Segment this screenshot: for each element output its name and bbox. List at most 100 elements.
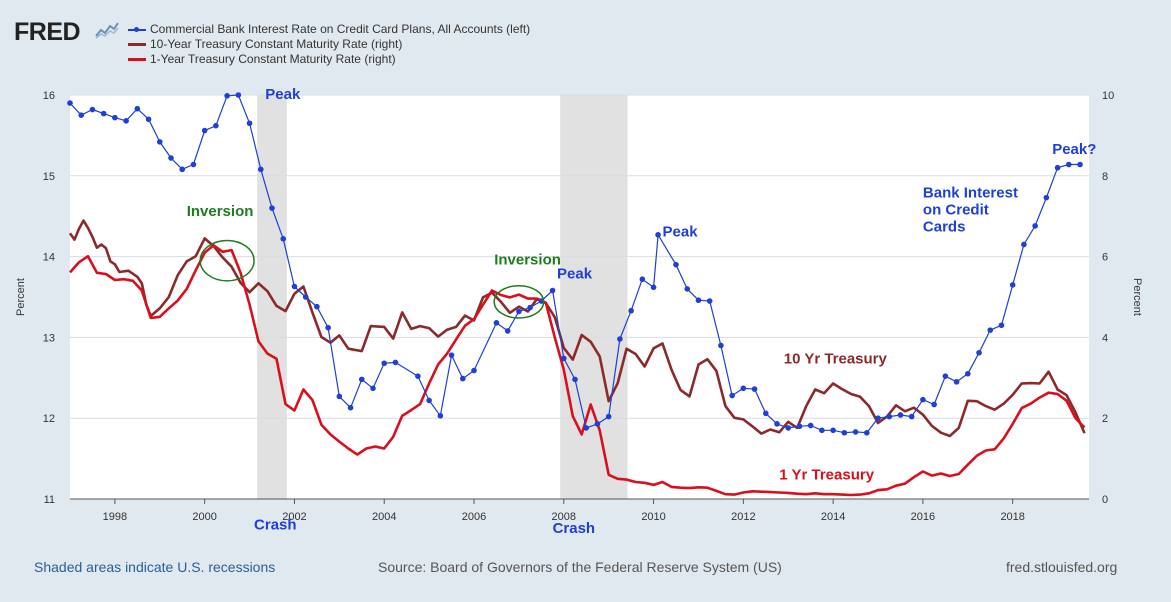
data-point [257,166,264,173]
data-point [1032,223,1038,229]
data-point [841,429,848,436]
annotation-label: Inversion [494,252,561,269]
data-point [819,427,825,434]
annotation-label: Peak [663,223,699,240]
data-point [655,231,661,238]
data-point [908,413,915,420]
data-point [201,127,208,134]
y-right-tick-label: 0 [1102,494,1108,506]
data-point [302,294,309,300]
data-point [516,308,522,315]
data-point [156,139,163,145]
data-point [976,349,982,356]
data-point [875,415,881,422]
annotation-label: Inversion [187,203,254,220]
y-left-tick-label: 15 [43,171,55,183]
data-point [650,284,657,291]
legend-item-10yr[interactable]: 10-Year Treasury Constant Maturity Rate … [128,37,530,52]
data-point [1021,241,1027,248]
chart-legend: Commercial Bank Interest Rate on Credit … [128,22,530,67]
data-point [718,342,724,349]
data-point [448,352,455,358]
series-line [69,244,1086,497]
data-point [190,161,197,168]
data-point [459,375,466,382]
data-point [280,236,287,242]
data-point [314,303,320,310]
site-link[interactable]: fred.stlouisfed.org [1006,559,1118,575]
data-point [504,328,511,334]
data-point [213,122,219,129]
data-point [370,385,376,392]
data-point [560,355,567,362]
data-point [774,421,780,427]
annotation-label: 10 Yr Treasury [784,350,888,367]
data-point [145,116,152,123]
data-point [762,410,769,417]
y-left-tick-label: 16 [43,90,55,102]
data-point [740,385,747,392]
highlight-circle [493,284,545,319]
data-point [931,401,937,408]
y-left-tick-label: 11 [44,494,55,506]
data-point [684,286,691,292]
y-right-tick-label: 10 [1102,90,1114,102]
data-point [998,322,1005,329]
annotation-label: Peak [265,86,301,103]
y-right-tick-label: 8 [1102,171,1108,183]
data-point [471,367,477,374]
fred-logo[interactable]: FRED [14,18,81,46]
data-point [493,320,500,326]
x-tick-label: 2012 [731,511,755,523]
recession-band [560,95,628,499]
data-point [100,110,107,117]
data-point [89,106,96,113]
x-tick-label: 2004 [372,511,396,523]
data-point [123,118,129,124]
annotation-label: Peak? [1052,141,1096,158]
x-tick-label: 2018 [1000,511,1024,523]
source-note: Source: Board of Governors of the Federa… [378,559,782,575]
x-tick-label: 2002 [282,511,306,523]
y-right-tick-label: 4 [1102,332,1108,344]
legend-label: 1-Year Treasury Constant Maturity Rate (… [150,52,396,66]
data-point [796,423,803,430]
data-point [358,376,365,383]
data-point [729,392,735,399]
x-tick-label: 1998 [103,511,127,523]
legend-label: 10-Year Treasury Constant Maturity Rate … [150,37,403,51]
annotation-label: Crash [553,520,596,537]
data-point [987,327,994,333]
data-point [67,100,73,106]
series-line [68,219,1086,438]
data-point [336,393,343,400]
data-point [628,307,634,314]
data-point [426,397,432,404]
data-point [964,370,971,377]
legend-marker-credit-card [128,24,146,36]
data-point [1065,161,1072,168]
data-point [246,120,253,127]
annotation-label: on Credit [923,202,989,219]
x-tick-label: 2000 [192,511,216,523]
highlight-circle [199,239,255,282]
data-point [594,421,601,427]
annotation-label: Cards [923,219,966,236]
data-point [953,379,960,385]
data-point [583,425,590,431]
data-point [751,386,758,392]
data-point [179,166,186,173]
legend-item-credit-card[interactable]: Commercial Bank Interest Rate on Credit … [128,22,530,37]
data-point [886,413,893,420]
legend-marker-10yr [128,39,146,51]
x-tick-label: 2010 [641,511,665,523]
data-point [392,359,399,366]
data-point [527,304,533,311]
legend-item-1yr[interactable]: 1-Year Treasury Constant Maturity Rate (… [128,52,530,67]
y-left-axis-label: Percent [15,278,27,316]
data-point [112,114,118,121]
recession-note[interactable]: Shaded areas indicate U.S. recessions [34,559,276,575]
data-point [942,373,949,379]
y-left-tick-label: 12 [43,413,55,425]
x-tick-label: 2008 [552,511,576,523]
